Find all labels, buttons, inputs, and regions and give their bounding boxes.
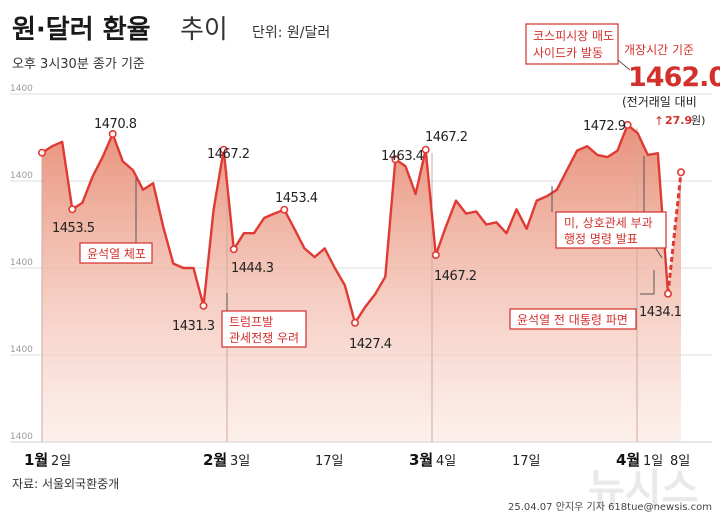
chart-subtitle: 오후 3시30분 종가 기준	[12, 57, 145, 72]
x-tick-major: 4월	[616, 451, 640, 469]
x-tick-minor: 8일	[670, 454, 690, 469]
data-point	[350, 318, 359, 327]
x-tick-minor: 1일	[643, 454, 663, 469]
y-tick-label: 1400	[10, 171, 33, 181]
change-unit: 원)	[691, 114, 705, 127]
series-area	[42, 124, 681, 443]
data-point	[623, 120, 632, 129]
data-label: 1467.2	[207, 147, 250, 162]
y-tick-label: 1400	[10, 432, 33, 442]
data-point	[68, 205, 77, 214]
data-label: 1463.4	[381, 149, 424, 164]
annotation-text: 윤석열 전 대통령 파면	[517, 313, 628, 327]
annotation-text: 행정 명령 발표	[564, 231, 638, 246]
chart-title-light: 추이	[180, 15, 228, 45]
y-axis-ticks: 1400 1400 1400 1400 1400	[10, 84, 33, 442]
data-point	[431, 251, 440, 260]
annotation-frame	[79, 242, 153, 264]
latest-value: 1462.0	[628, 62, 720, 93]
arrow-up-icon: ↑	[654, 114, 664, 128]
annotation-text: 사이드카 발동	[533, 46, 603, 60]
projection-dashed-line	[666, 172, 683, 294]
data-point	[229, 245, 238, 254]
annotation-text: 윤석열 체포	[87, 247, 146, 261]
data-point	[219, 145, 228, 154]
source-note: 자료: 서울외국환중개	[12, 477, 119, 491]
data-points	[37, 120, 685, 327]
annotation-box: 윤석열 전 대통령 파면	[509, 308, 637, 330]
x-tick-minor: 17일	[512, 454, 541, 469]
data-label: 1472.9	[583, 119, 626, 134]
data-point-latest	[676, 168, 685, 177]
annotation-box: 윤석열 체포	[79, 242, 153, 264]
annotation-text: 트럼프발	[229, 315, 273, 329]
change-value: 27.9	[665, 114, 692, 127]
annotation-box: 코스피시장 매도 사이드카 발동	[525, 23, 619, 65]
latest-time-label: 개장시간 기준	[624, 43, 694, 57]
compare-label: (전거래일 대비	[622, 95, 697, 109]
data-label: 1434.1	[639, 305, 682, 320]
data-label: 1467.2	[425, 130, 468, 145]
annotation-frame	[525, 23, 619, 65]
chart-title: 원·달러 환율	[12, 15, 151, 45]
annotation-box: 미, 상호관세 부과 행정 명령 발표	[555, 211, 667, 249]
callout-line-5	[640, 270, 655, 295]
credit-line: 25.04.07 안지우 기자 618tue@newsis.com	[508, 501, 712, 513]
data-label: 1453.5	[52, 221, 95, 236]
y-tick-label: 1400	[10, 258, 33, 268]
annotation-text: 미, 상호관세 부과	[564, 216, 653, 230]
x-tick-major: 2월	[203, 451, 227, 469]
data-point	[108, 130, 117, 139]
data-label: 1467.2	[434, 269, 477, 284]
x-tick-major: 3월	[409, 451, 433, 469]
x-tick-minor: 17일	[315, 454, 344, 469]
month-marker-lines	[41, 128, 638, 442]
data-label: 1444.3	[231, 261, 274, 276]
annotation-text: 관세전쟁 우려	[229, 331, 299, 345]
y-tick-label: 1400	[10, 345, 33, 355]
data-point	[280, 205, 289, 214]
x-tick-minor: 3일	[230, 454, 250, 469]
x-axis-labels: 1월 2일 2월 3일 17일 3월 4일 17일 4월 1일 8일	[24, 451, 690, 469]
x-tick-minor: 4일	[436, 454, 456, 469]
y-tick-label: 1400	[10, 84, 33, 94]
watermark: 뉴시스	[588, 466, 698, 512]
data-label: 1427.4	[349, 337, 392, 352]
data-labels: 1470.8 1453.5 1467.2 1444.3 1431.3 1453.…	[52, 117, 682, 352]
data-point	[199, 301, 208, 310]
data-label: 1453.4	[275, 191, 318, 206]
x-tick-major: 1월	[24, 451, 48, 469]
data-point	[391, 155, 400, 164]
data-point	[37, 148, 46, 157]
data-label: 1431.3	[172, 319, 215, 334]
annotation-frame	[555, 211, 667, 249]
data-point	[663, 289, 672, 298]
annotation-text: 코스피시장 매도	[533, 29, 614, 43]
annotation-frame	[221, 310, 307, 348]
unit-label: 단위: 원/달러	[252, 25, 330, 41]
annotation-box: 트럼프발 관세전쟁 우려	[221, 310, 307, 348]
x-tick-minor: 2일	[51, 454, 71, 469]
data-label: 1470.8	[94, 117, 137, 132]
latest-value-box: 개장시간 기준 1462.0 (전거래일 대비 ↑ 27.9 원)	[622, 43, 720, 128]
annotation-frame	[509, 308, 637, 330]
data-point	[421, 145, 430, 154]
